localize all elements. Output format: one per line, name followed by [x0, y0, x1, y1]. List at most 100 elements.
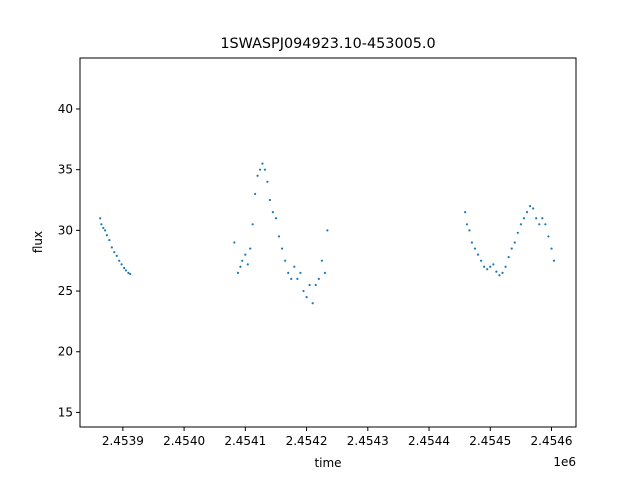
- data-point: [102, 226, 105, 230]
- data-point: [302, 289, 305, 293]
- chart-title: 1SWASPJ094923.10-453005.0: [220, 36, 435, 52]
- data-point: [258, 168, 262, 171]
- data-point: [516, 231, 519, 234]
- data-point: [532, 207, 535, 210]
- data-point: [268, 198, 271, 202]
- data-point: [547, 235, 550, 238]
- data-point: [311, 302, 314, 305]
- data-point: [504, 265, 507, 268]
- data-point: [120, 263, 123, 266]
- x-axis-label: time: [314, 456, 341, 470]
- data-point: [510, 247, 513, 250]
- x-tick-label: 2.4542: [286, 434, 328, 448]
- data-point: [99, 217, 102, 220]
- data-point: [465, 223, 469, 226]
- data-point: [246, 263, 249, 266]
- data-point: [244, 253, 247, 256]
- data-point: [519, 223, 522, 226]
- data-point: [473, 247, 477, 250]
- data-point: [470, 241, 473, 244]
- data-point: [308, 283, 311, 287]
- data-point: [236, 271, 240, 274]
- data-point: [479, 259, 483, 262]
- data-point: [241, 259, 244, 262]
- y-tick-label: 40: [58, 102, 73, 116]
- data-point: [124, 269, 128, 272]
- data-point: [513, 241, 516, 244]
- data-point: [535, 217, 538, 220]
- data-point: [525, 211, 529, 214]
- x-tick-label: 2.4545: [469, 434, 511, 448]
- x-tick-label: 2.4543: [347, 434, 389, 448]
- data-point: [104, 229, 107, 232]
- x-tick-label: 2.4539: [102, 434, 144, 448]
- data-point: [284, 259, 287, 262]
- data-point: [544, 223, 547, 226]
- data-point: [266, 180, 269, 183]
- data-point: [492, 263, 495, 266]
- data-point: [277, 235, 281, 238]
- data-point: [251, 223, 254, 226]
- y-axis: 15 20 25 30 35 40: [58, 102, 80, 419]
- y-tick-label: 15: [58, 405, 73, 419]
- data-point: [464, 211, 467, 214]
- data-point: [105, 234, 109, 237]
- data-point: [468, 229, 471, 232]
- data-point: [280, 247, 284, 250]
- data-point: [113, 251, 116, 254]
- data-point: [122, 266, 126, 270]
- data-point: [287, 271, 290, 274]
- data-point: [239, 265, 242, 268]
- data-point: [290, 277, 293, 281]
- y-tick-label: 30: [58, 223, 73, 237]
- x-axis: 2.4539 2.4540 2.4541 2.4542 2.4543 2.4544 2.45…: [102, 427, 573, 448]
- data-points: [99, 162, 556, 305]
- data-point: [498, 274, 501, 277]
- data-point: [476, 253, 480, 256]
- y-axis-label: flux: [31, 231, 45, 253]
- plot-frame: [79, 57, 577, 428]
- data-point: [550, 247, 553, 250]
- data-point: [129, 272, 132, 276]
- data-point: [263, 168, 267, 171]
- data-point: [127, 271, 130, 274]
- data-point: [296, 277, 299, 281]
- data-point: [274, 217, 278, 220]
- y-tick-label: 20: [58, 345, 73, 359]
- data-point: [305, 296, 308, 299]
- data-point: [100, 223, 103, 226]
- data-point: [495, 270, 498, 273]
- y-tick-label: 35: [58, 163, 73, 177]
- data-point: [271, 211, 274, 214]
- data-point: [299, 271, 302, 274]
- data-point: [115, 254, 118, 257]
- data-point: [254, 192, 257, 196]
- data-point: [507, 255, 510, 259]
- data-point: [323, 271, 327, 274]
- data-point: [314, 283, 317, 287]
- data-point: [233, 241, 236, 244]
- data-point: [489, 265, 492, 268]
- data-point: [538, 223, 541, 226]
- data-point: [256, 174, 259, 177]
- x-tick-label: 2.4544: [408, 434, 450, 448]
- data-point: [110, 246, 113, 249]
- x-tick-label: 2.4541: [224, 434, 266, 448]
- data-point: [317, 277, 320, 281]
- data-point: [552, 259, 556, 262]
- data-point: [118, 259, 121, 262]
- data-point: [326, 229, 329, 232]
- data-point: [522, 217, 526, 220]
- data-point: [541, 217, 544, 220]
- data-point: [483, 265, 486, 268]
- x-axis-offset-label: 1e6: [553, 455, 576, 469]
- data-point: [108, 238, 111, 242]
- data-point: [501, 271, 504, 274]
- x-tick-label: 2.4540: [163, 434, 205, 448]
- data-point: [249, 247, 252, 250]
- data-point: [486, 268, 489, 271]
- data-point: [528, 204, 532, 208]
- y-tick-label: 25: [58, 284, 73, 298]
- x-tick-label: 2.4546: [531, 434, 573, 448]
